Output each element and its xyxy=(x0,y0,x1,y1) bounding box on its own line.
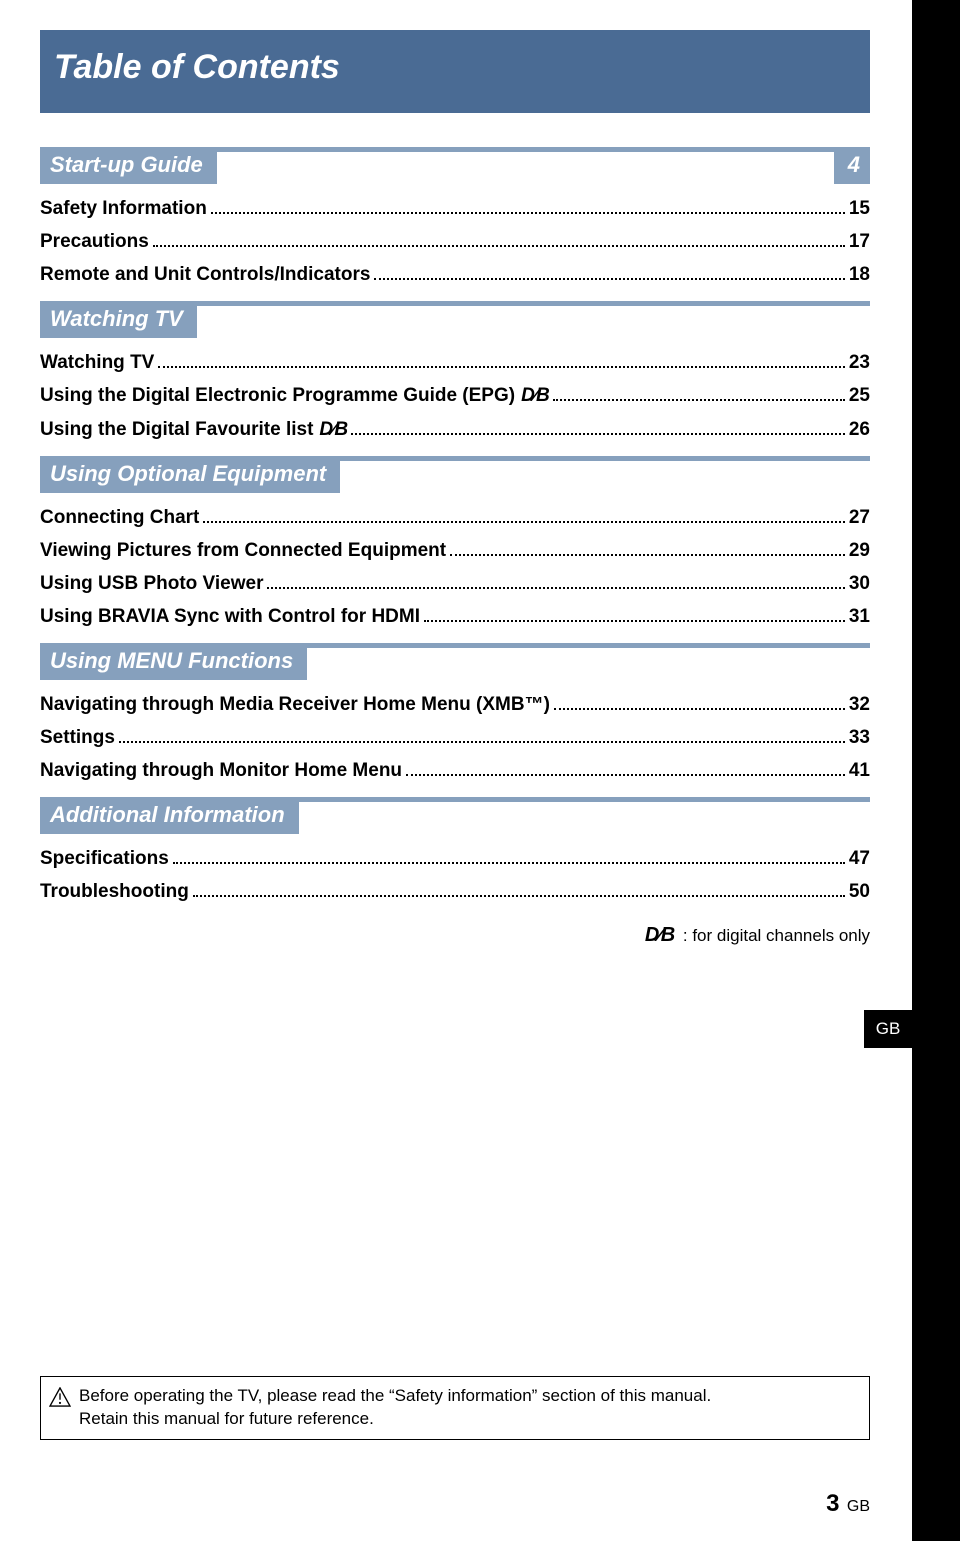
toc-body: Start-up Guide 4 Safety Information 15 Preca… xyxy=(40,147,870,908)
section-header: Additional Information xyxy=(40,797,870,834)
dvb-legend: D∕B : for digital channels only xyxy=(40,924,870,947)
toc-entry[interactable]: Connecting Chart 27 xyxy=(40,501,870,534)
entry-page: 23 xyxy=(849,352,870,374)
entry-label: Safety Information xyxy=(40,198,207,220)
toc-entry[interactable]: Navigating through Media Receiver Home M… xyxy=(40,688,870,721)
dvb-icon: D∕B xyxy=(645,924,674,947)
entry-page: 26 xyxy=(849,419,870,441)
right-black-bar xyxy=(912,0,960,1541)
toc-entry[interactable]: Specifications 47 xyxy=(40,842,870,875)
entry-page: 30 xyxy=(849,573,870,595)
section-label: Using Optional Equipment xyxy=(40,456,340,493)
leader-dots xyxy=(193,880,845,897)
entry-page: 32 xyxy=(849,694,870,716)
region-tab: GB xyxy=(864,1010,912,1048)
entry-page: 47 xyxy=(849,848,870,870)
dvb-icon: D∕B xyxy=(521,385,549,407)
entry-label: Using the Digital Electronic Programme G… xyxy=(40,385,515,407)
entry-label: Viewing Pictures from Connected Equipmen… xyxy=(40,540,446,562)
toc-entry[interactable]: Using BRAVIA Sync with Control for HDMI 3… xyxy=(40,600,870,633)
section-rule xyxy=(197,301,870,306)
leader-dots xyxy=(173,847,845,864)
notice-line-2: Retain this manual for future reference. xyxy=(79,1409,374,1428)
toc-entry[interactable]: Settings 33 xyxy=(40,721,870,754)
section-header: Using MENU Functions xyxy=(40,643,870,680)
leader-dots xyxy=(158,351,845,368)
page-content: Table of Contents Start-up Guide 4 Safety … xyxy=(0,0,870,947)
entry-label: Navigating through Media Receiver Home M… xyxy=(40,694,550,716)
leader-dots xyxy=(406,759,845,776)
section-label: Watching TV xyxy=(40,301,197,338)
entry-label: Using the Digital Favourite list xyxy=(40,419,313,441)
entry-label: Using USB Photo Viewer xyxy=(40,573,263,595)
warning-icon xyxy=(49,1385,71,1407)
entry-label: Specifications xyxy=(40,848,169,870)
toc-entry[interactable]: Navigating through Monitor Home Menu 41 xyxy=(40,754,870,787)
section-header: Watching TV xyxy=(40,301,870,338)
leader-dots xyxy=(554,693,845,710)
toc-entry[interactable]: Remote and Unit Controls/Indicators 18 xyxy=(40,258,870,291)
entry-page: 33 xyxy=(849,727,870,749)
leader-dots xyxy=(553,384,845,401)
leader-dots xyxy=(450,539,845,556)
entry-label: Precautions xyxy=(40,231,149,253)
section-page: 4 xyxy=(834,147,870,184)
entry-page: 18 xyxy=(849,264,870,286)
toc-entry[interactable]: Troubleshooting 50 xyxy=(40,875,870,908)
entry-label: Watching TV xyxy=(40,352,154,374)
section-label: Additional Information xyxy=(40,797,299,834)
entry-page: 41 xyxy=(849,760,870,782)
section-rule xyxy=(340,456,870,461)
entry-label: Connecting Chart xyxy=(40,507,199,529)
entry-page: 50 xyxy=(849,881,870,903)
toc-entry[interactable]: Using the Digital Favourite list D∕B 26 xyxy=(40,412,870,445)
entry-label: Remote and Unit Controls/Indicators xyxy=(40,264,370,286)
entry-page: 29 xyxy=(849,540,870,562)
page-title: Table of Contents xyxy=(40,30,870,113)
notice-text: Before operating the TV, please read the… xyxy=(79,1385,711,1431)
section-header: Start-up Guide 4 xyxy=(40,147,870,184)
entry-label: Using BRAVIA Sync with Control for HDMI xyxy=(40,606,420,628)
toc-entry[interactable]: Using the Digital Electronic Programme G… xyxy=(40,379,870,412)
leader-dots xyxy=(351,417,845,434)
section-header: Using Optional Equipment xyxy=(40,456,870,493)
entry-label: Settings xyxy=(40,727,115,749)
entry-label: Navigating through Monitor Home Menu xyxy=(40,760,402,782)
safety-notice: Before operating the TV, please read the… xyxy=(40,1376,870,1440)
toc-entry[interactable]: Precautions 17 xyxy=(40,225,870,258)
leader-dots xyxy=(424,605,845,622)
footer-region: GB xyxy=(847,1498,870,1515)
dvb-icon: D∕B xyxy=(319,419,347,441)
leader-dots xyxy=(119,726,845,743)
toc-entry[interactable]: Viewing Pictures from Connected Equipmen… xyxy=(40,534,870,567)
entry-page: 25 xyxy=(849,385,870,407)
leader-dots xyxy=(203,506,844,523)
toc-entry[interactable]: Watching TV 23 xyxy=(40,346,870,379)
section-rule xyxy=(217,147,834,152)
entry-page: 15 xyxy=(849,198,870,220)
entry-page: 17 xyxy=(849,231,870,253)
leader-dots xyxy=(153,230,845,247)
section-rule xyxy=(307,643,870,648)
entry-label: Troubleshooting xyxy=(40,881,189,903)
section-rule xyxy=(299,797,870,802)
entry-page: 27 xyxy=(849,507,870,529)
entry-page: 31 xyxy=(849,606,870,628)
section-label: Using MENU Functions xyxy=(40,643,307,680)
legend-text: : for digital channels only xyxy=(683,926,870,945)
page-number: 3 xyxy=(826,1490,839,1517)
leader-dots xyxy=(374,263,844,280)
leader-dots xyxy=(267,572,844,589)
notice-line-1: Before operating the TV, please read the… xyxy=(79,1386,711,1405)
section-label: Start-up Guide xyxy=(40,147,217,184)
page-footer: 3 GB xyxy=(40,1490,870,1518)
leader-dots xyxy=(211,197,845,214)
toc-entry[interactable]: Safety Information 15 xyxy=(40,192,870,225)
toc-entry[interactable]: Using USB Photo Viewer 30 xyxy=(40,567,870,600)
